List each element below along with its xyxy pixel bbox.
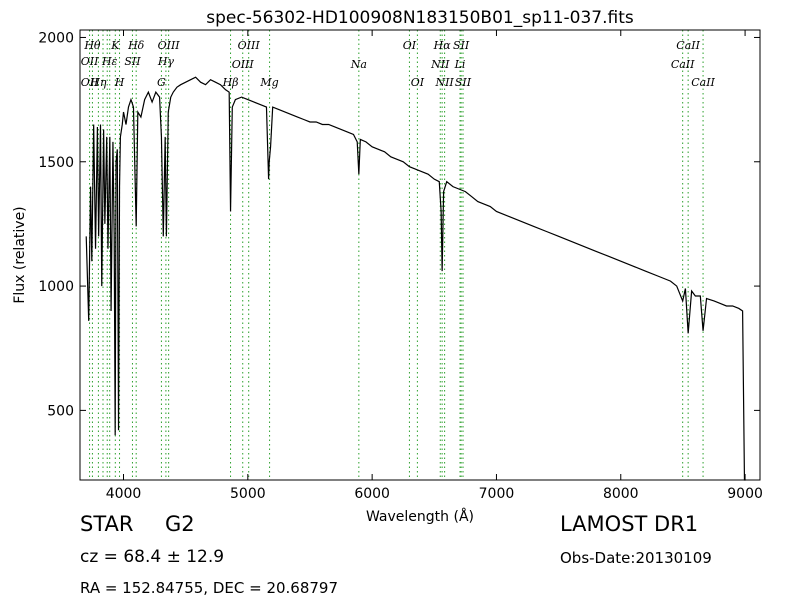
x-tick-label-1: 5000 — [230, 486, 266, 502]
line-label-4: OIII — [238, 39, 261, 52]
line-label-13: OIII — [232, 58, 255, 71]
redshift-cz: cz = 68.4 ± 12.9 — [80, 547, 225, 567]
x-tick-label-5: 9000 — [727, 486, 763, 502]
line-label-27: CaII — [691, 76, 715, 89]
line-label-20: H — [114, 76, 125, 89]
observation-date: Obs-Date:20130109 — [560, 549, 712, 567]
line-label-16: Li — [454, 58, 466, 71]
line-label-7: SII — [453, 39, 470, 52]
x-axis-label: Wavelength (Å) — [366, 508, 474, 525]
y-tick-label-1: 1000 — [38, 279, 74, 295]
chart-title: spec-56302-HD100908N183150B01_sp11-037.f… — [206, 8, 634, 28]
line-label-0: Hθ — [83, 39, 101, 52]
line-label-5: OI — [403, 39, 417, 52]
line-label-14: Na — [350, 58, 367, 71]
line-label-18: OII — [81, 76, 99, 89]
x-tick-label-0: 4000 — [106, 486, 142, 502]
line-label-1: K — [110, 39, 120, 52]
line-label-9: OII — [81, 55, 99, 68]
y-tick-label-0: 500 — [47, 403, 74, 419]
line-label-19: Hη — [89, 76, 107, 89]
y-axis-label: Flux (relative) — [12, 206, 28, 303]
line-label-15: NII — [430, 58, 450, 71]
line-label-17: CaII — [671, 58, 695, 71]
object-subclass: G2 — [165, 512, 195, 536]
line-label-24: OI — [411, 76, 425, 89]
line-label-12: Hγ — [157, 55, 175, 68]
ra-dec-coordinates: RA = 152.84755, DEC = 20.68797 — [80, 579, 339, 597]
line-label-22: Hβ — [222, 76, 239, 89]
line-label-21: G — [157, 76, 166, 89]
spectrum-line — [85, 76, 746, 481]
line-label-6: Hα — [433, 39, 452, 52]
y-tick-label-2: 1500 — [38, 155, 74, 171]
emission-line-markers — [89, 30, 704, 480]
spectrum-series — [85, 76, 746, 481]
object-class: STAR — [80, 512, 134, 536]
line-label-11: SII — [124, 55, 141, 68]
x-tick-label-3: 7000 — [479, 486, 515, 502]
line-label-10: Hε — [101, 55, 118, 68]
survey-name: LAMOST DR1 — [560, 512, 699, 536]
y-tick-label-3: 2000 — [38, 30, 74, 46]
axis-ticks: 4000 5000 6000 7000 8000 9000 500 1000 1500 2000 — [38, 30, 763, 502]
line-label-23: Mg — [259, 76, 278, 89]
line-label-8: CaII — [676, 39, 700, 52]
line-label-3: OIII — [158, 39, 181, 52]
line-label-25: NII — [434, 76, 454, 89]
x-tick-label-2: 6000 — [354, 486, 390, 502]
plot-frame — [79, 29, 761, 481]
x-tick-label-4: 8000 — [603, 486, 639, 502]
line-label-26: SII — [455, 76, 472, 89]
line-label-2: Hδ — [127, 39, 145, 52]
